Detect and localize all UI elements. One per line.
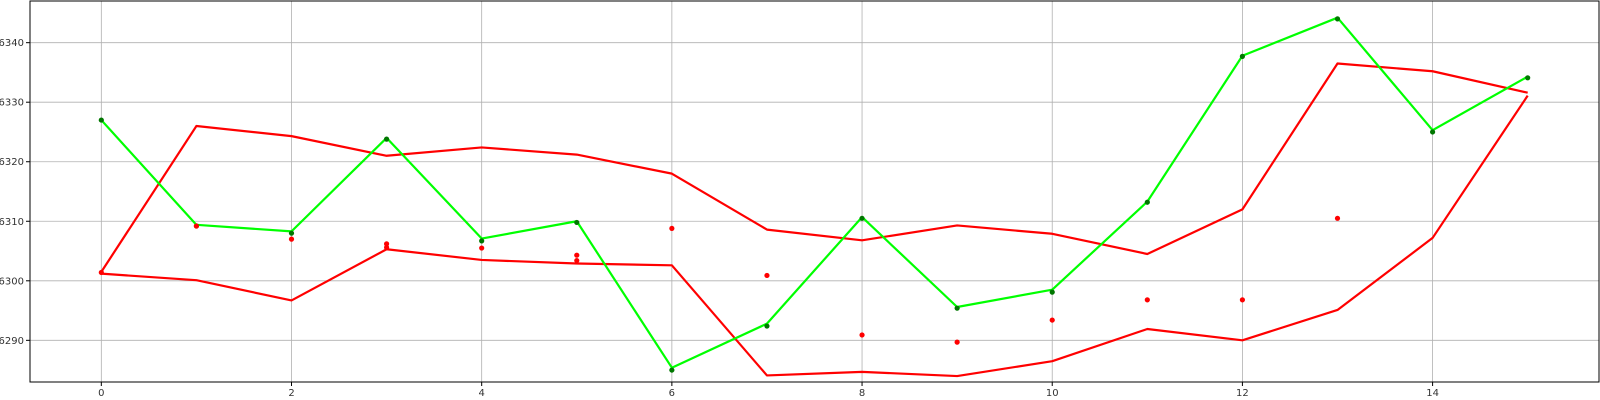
- series-line-1: [100, 62, 1528, 273]
- data-point-s4-15: [1525, 75, 1531, 81]
- points-group: [98, 16, 1531, 373]
- data-point-s5-9: [764, 272, 770, 279]
- x-tick-label: 8: [859, 388, 865, 399]
- data-point-s4-12: [1239, 53, 1246, 59]
- series-line-3: [100, 16, 1529, 369]
- y-tick-label: 6320: [0, 157, 24, 168]
- data-point-s4-11: [1144, 199, 1150, 205]
- y-tick-label: 6340: [0, 38, 24, 49]
- data-point-s5-1: [193, 223, 200, 229]
- data-point-s5-15: [1334, 215, 1341, 221]
- data-point-s4-4: [479, 238, 485, 244]
- series-group: [100, 16, 1529, 378]
- data-point-s5-6: [574, 252, 580, 258]
- data-point-s4-0: [98, 117, 104, 123]
- x-tick-label: 6: [669, 388, 675, 399]
- y-tick-label: 6310: [0, 217, 24, 228]
- data-point-s5-11: [954, 339, 960, 345]
- y-tick-label: 6300: [0, 276, 24, 287]
- x-tick-label: 10: [1046, 388, 1059, 399]
- data-point-s4-14: [1429, 129, 1436, 135]
- data-point-s4-10: [1049, 289, 1055, 295]
- data-point-s5-7: [574, 257, 580, 264]
- data-point-s4-2: [288, 230, 295, 236]
- data-point-s5-10: [859, 332, 865, 338]
- data-point-s5-12: [1049, 317, 1055, 323]
- data-point-s5-2: [288, 236, 295, 242]
- data-point-s4-9: [954, 305, 960, 311]
- data-point-s4-6: [669, 367, 675, 373]
- data-point-s5-14: [1239, 297, 1246, 303]
- y-tick-label: 6330: [0, 98, 24, 109]
- data-point-s5-13: [1144, 297, 1150, 303]
- data-point-s5-3: [383, 241, 390, 247]
- data-point-s4-7: [764, 323, 770, 329]
- x-tick-label: 0: [98, 388, 104, 399]
- data-point-s5-4: [383, 244, 390, 251]
- x-tick-label: 2: [288, 388, 294, 399]
- grid: [30, 1, 1599, 382]
- series-line-2: [101, 95, 1529, 378]
- data-point-s5-0: [98, 269, 104, 276]
- x-tick-label: 12: [1236, 388, 1249, 399]
- y-tick-label: 6290: [0, 336, 24, 347]
- data-point-s4-3: [383, 136, 390, 142]
- data-point-s5-5: [479, 245, 485, 251]
- data-point-s4-13: [1334, 16, 1341, 22]
- x-tick-label: 14: [1426, 388, 1439, 399]
- data-point-s5-8: [669, 225, 675, 232]
- data-point-s4-8: [859, 215, 865, 221]
- plot-frame: [29, 0, 1600, 383]
- ticks: 0 2 4 6 8 10 12 14 6290 6300 6310 6320 6330 6340: [0, 38, 1439, 399]
- x-tick-label: 4: [478, 388, 484, 399]
- data-point-s4-5: [574, 219, 580, 226]
